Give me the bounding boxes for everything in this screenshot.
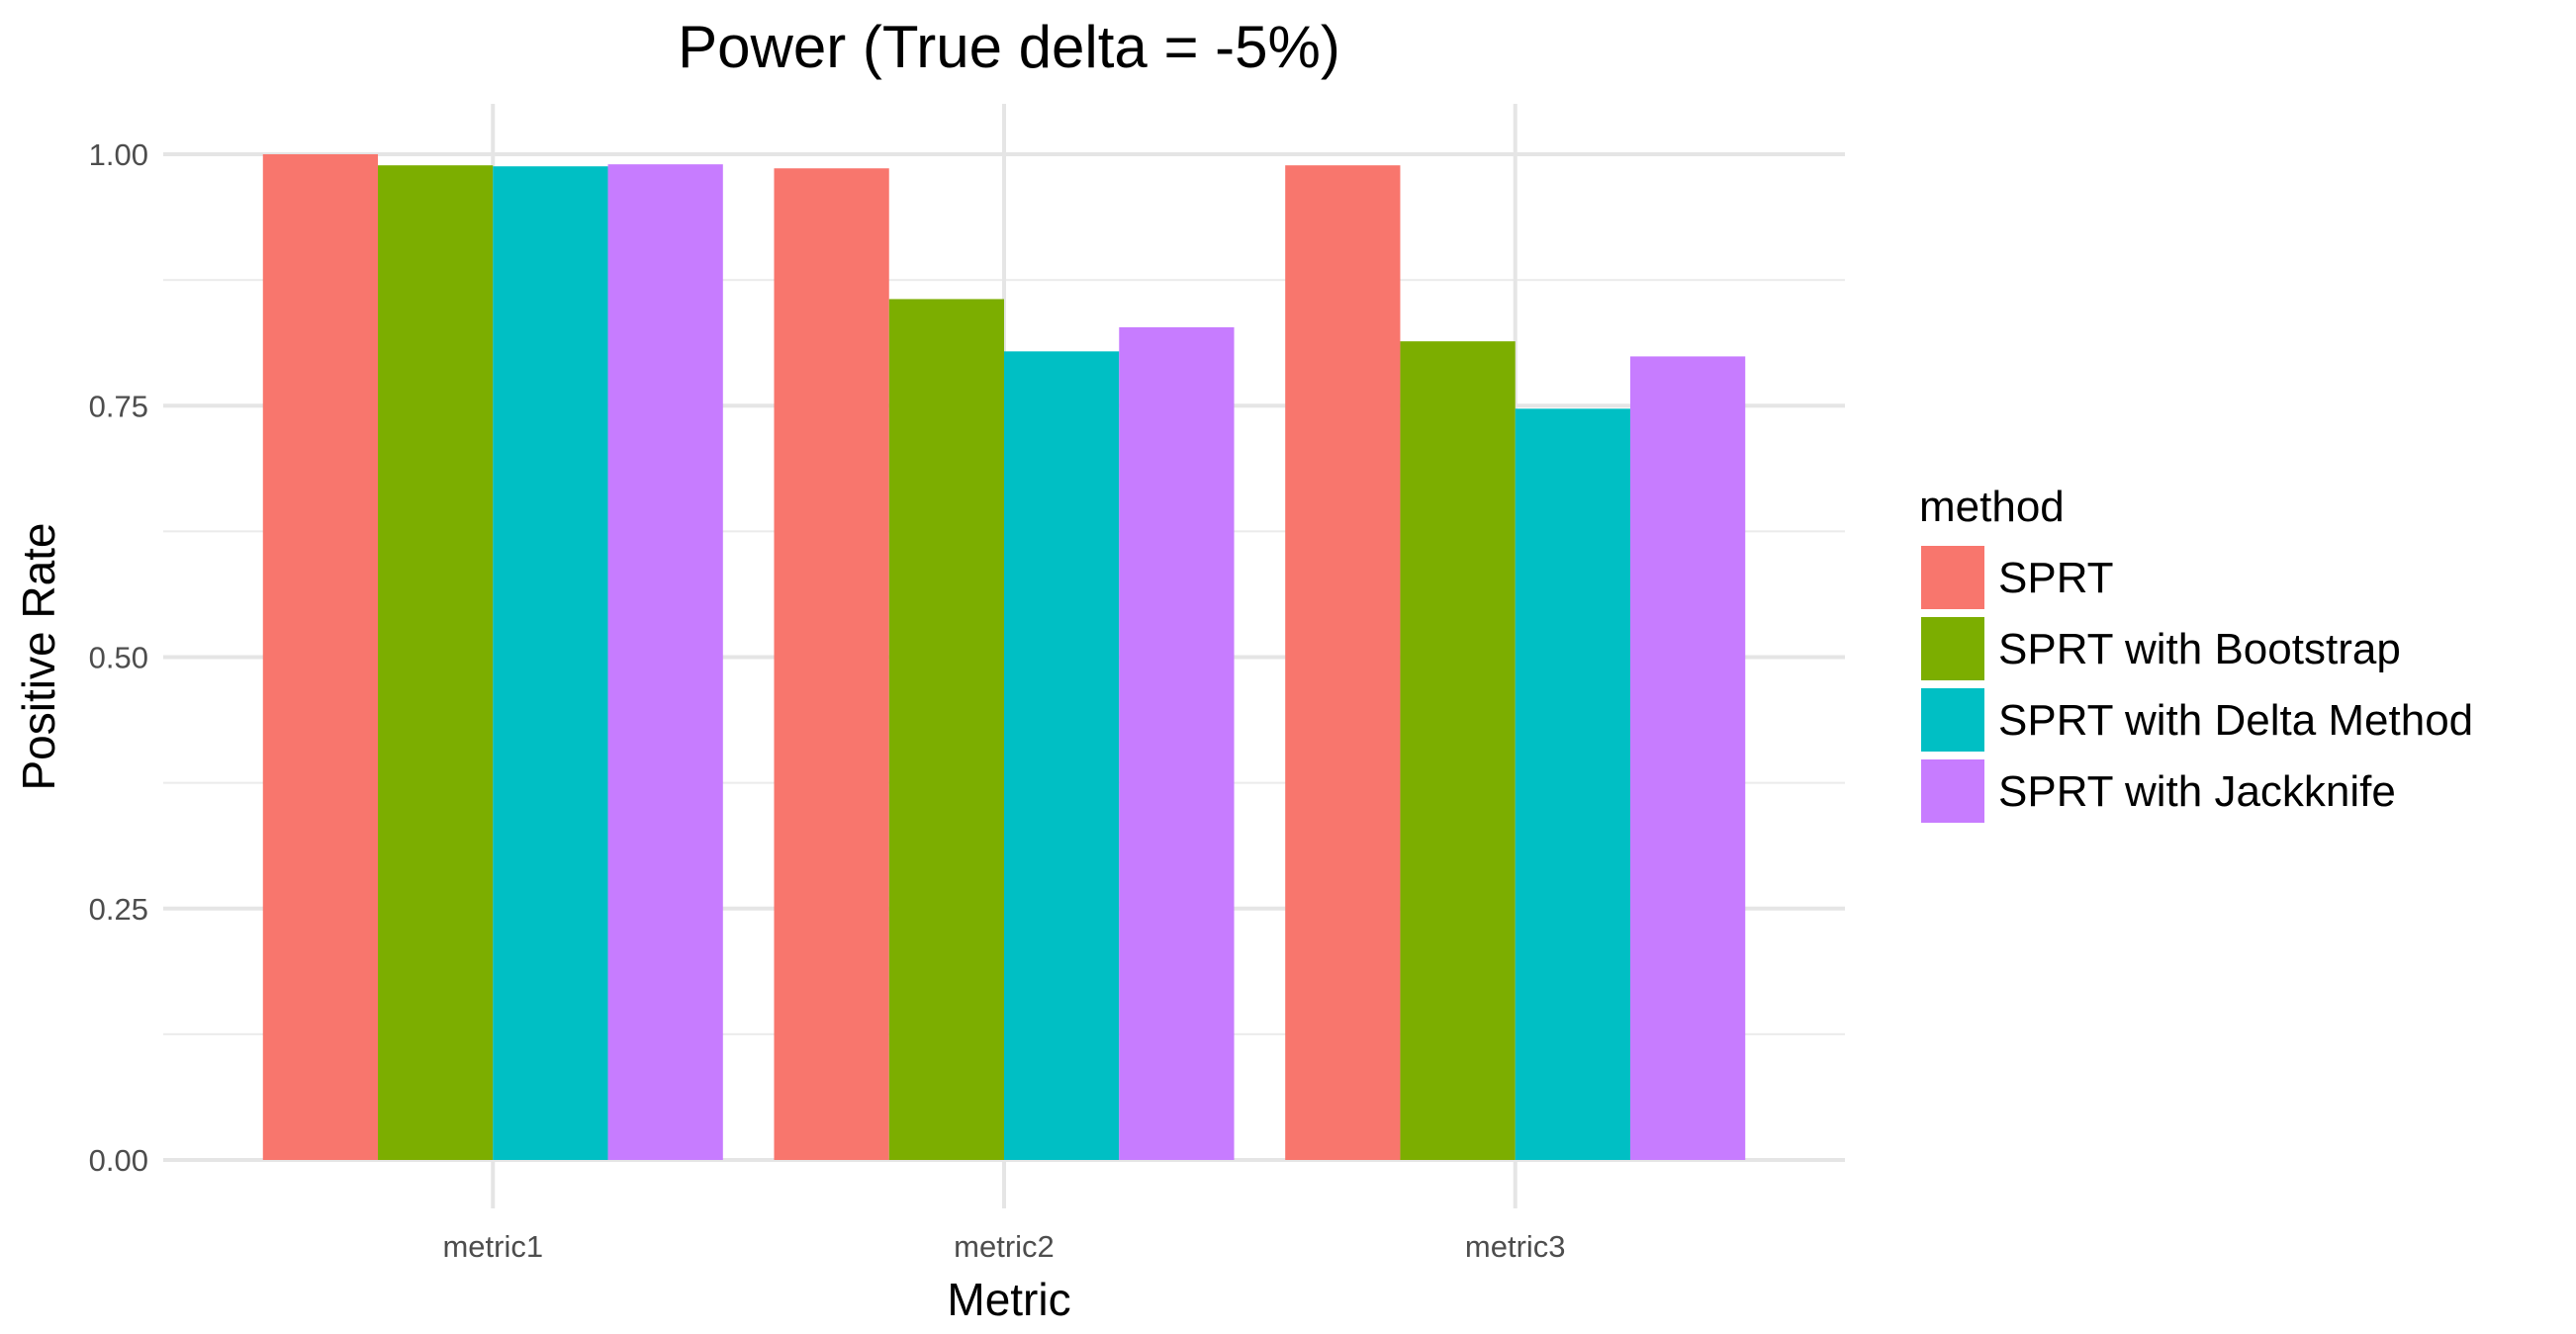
- bar-sprt-with-bootstrap-metric3: [1400, 341, 1516, 1160]
- bar-sprt-with-jackknife-metric3: [1629, 356, 1746, 1160]
- x-axis-title: Metric: [947, 1274, 1070, 1325]
- bar-sprt-with-jackknife-metric2: [1119, 326, 1235, 1160]
- bar-sprt-metric3: [1285, 165, 1401, 1160]
- bar-sprt-metric1: [262, 154, 379, 1160]
- bar-sprt-with-delta-method-metric1: [493, 166, 608, 1161]
- bar-sprt-with-delta-method-metric3: [1515, 408, 1630, 1160]
- legend: method SPRT SPRT with Bootstrap SPRT with …: [1919, 483, 2473, 823]
- y-axis-ticks: 0.00 0.25 0.50 0.75 1.00: [89, 137, 148, 1178]
- y-axis-title: Positive Rate: [13, 522, 64, 790]
- legend-key: [1921, 546, 1984, 609]
- x-tick-label: metric3: [1465, 1229, 1566, 1264]
- legend-label: SPRT with Bootstrap: [1998, 625, 2401, 673]
- bar-sprt-with-jackknife-metric1: [607, 164, 723, 1161]
- x-axis-ticks: metric1 metric2 metric3: [442, 1229, 1565, 1264]
- y-tick-label: 1.00: [89, 137, 148, 172]
- legend-label: SPRT with Delta Method: [1998, 696, 2473, 745]
- bar-sprt-with-bootstrap-metric2: [888, 299, 1004, 1160]
- y-tick-label: 0.00: [89, 1143, 148, 1178]
- bar-sprt-with-delta-method-metric2: [1004, 351, 1120, 1160]
- legend-key: [1921, 688, 1984, 752]
- legend-label: SPRT with Jackknife: [1998, 767, 2396, 816]
- legend-key: [1921, 759, 1984, 823]
- bar-sprt-with-bootstrap-metric1: [378, 165, 494, 1160]
- chart-title: Power (True delta = -5%): [678, 14, 1340, 80]
- bar-sprt-metric2: [774, 168, 889, 1160]
- y-tick-label: 0.50: [89, 641, 148, 675]
- legend-title: method: [1919, 483, 2065, 531]
- y-tick-label: 0.75: [89, 389, 148, 423]
- x-tick-label: metric1: [442, 1229, 543, 1264]
- x-tick-label: metric2: [954, 1229, 1055, 1264]
- y-tick-label: 0.25: [89, 892, 148, 927]
- legend-label: SPRT: [1998, 554, 2114, 602]
- bars: [262, 154, 1746, 1161]
- legend-key: [1921, 617, 1984, 680]
